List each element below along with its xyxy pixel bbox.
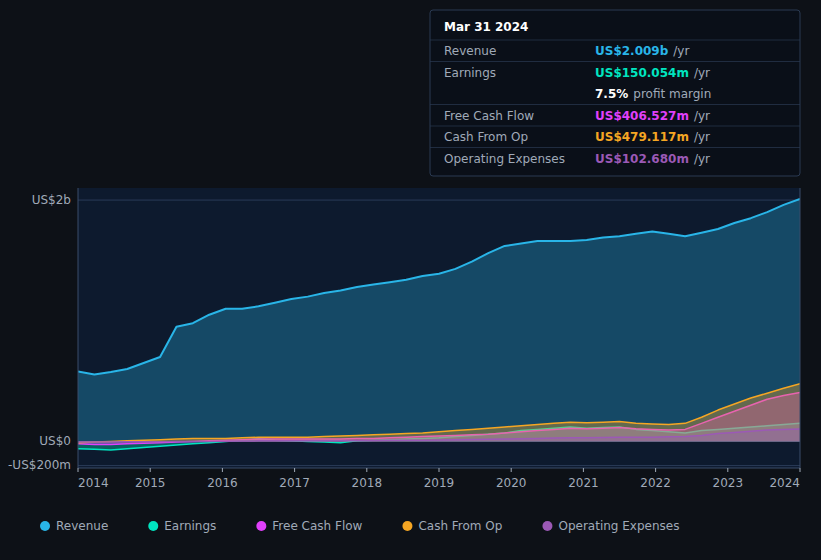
legend-marker: [256, 521, 266, 531]
x-tick: [511, 468, 512, 472]
x-tick-label: 2016: [207, 476, 238, 490]
x-tick: [583, 468, 584, 472]
x-tick-label: 2014: [78, 476, 109, 490]
grid-line: [78, 465, 800, 466]
tooltip-divider: [430, 40, 800, 41]
tooltip-value: US$150.054m: [595, 66, 689, 80]
x-tick: [366, 468, 367, 472]
plot-background: [78, 188, 800, 468]
area-line: [78, 429, 800, 442]
tooltip-label: Cash From Op: [444, 130, 528, 144]
x-tick-label: 2024: [769, 476, 800, 490]
area-line: [78, 384, 800, 443]
tooltip-suffix: /yr: [694, 130, 710, 144]
tooltip-label: Earnings: [444, 66, 496, 80]
tooltip-value: US$102.680m: [595, 152, 689, 166]
tooltip-divider: [430, 147, 800, 148]
tooltip-title: Mar 31 2024: [444, 20, 528, 34]
x-tick: [800, 468, 801, 472]
x-tick: [727, 468, 728, 472]
tooltip: Mar 31 2024 Revenue US$2.009b/yr Earnings US…: [430, 10, 800, 176]
tooltip-divider: [430, 126, 800, 127]
legend-marker: [402, 521, 412, 531]
tooltip-divider: [430, 61, 800, 62]
x-tick: [294, 468, 295, 472]
chart: -US$200m US$0 US$2b 2014 2015 2016 2017 2018 201…: [0, 0, 821, 560]
tooltip-label: Operating Expenses: [444, 152, 565, 166]
legend-label: Cash From Op: [418, 519, 502, 533]
tooltip-value: 7.5%: [595, 87, 628, 101]
legend-label: Revenue: [56, 519, 108, 533]
tooltip-value: US$479.117m: [595, 130, 689, 144]
plot-edge-line: [800, 188, 801, 468]
tooltip-label: Revenue: [444, 44, 496, 58]
tooltip-suffix: /yr: [673, 44, 689, 58]
tooltip-suffix: /yr: [694, 152, 710, 166]
x-tick: [439, 468, 440, 472]
y-tick-label: US$2b: [32, 193, 71, 207]
tooltip-suffix: /yr: [694, 66, 710, 80]
x-tick-label: 2020: [496, 476, 527, 490]
legend: Revenue Earnings Free Cash Flow Cash From O…: [40, 519, 679, 533]
x-tick: [655, 468, 656, 472]
x-tick: [222, 468, 223, 472]
legend-label: Free Cash Flow: [272, 519, 362, 533]
x-tick-label: 2015: [135, 476, 166, 490]
y-tick-label: -US$200m: [8, 458, 71, 472]
legend-marker: [40, 521, 50, 531]
tooltip-suffix: /yr: [694, 109, 710, 123]
tooltip-value: US$406.527m: [595, 109, 689, 123]
legend-label: Earnings: [164, 519, 216, 533]
area-fill: [78, 199, 800, 442]
x-tick-label: 2019: [424, 476, 455, 490]
y-tick-label: US$0: [39, 434, 71, 448]
tooltip-label: Free Cash Flow: [444, 109, 534, 123]
area-line: [78, 199, 800, 375]
legend-label: Operating Expenses: [558, 519, 679, 533]
tooltip-box: [430, 10, 800, 176]
y-axis-line: [78, 188, 79, 468]
x-tick-label: 2021: [568, 476, 599, 490]
x-tick: [78, 468, 79, 472]
data-layer: [78, 199, 800, 450]
x-tick-label: 2017: [279, 476, 310, 490]
x-tick-label: 2022: [640, 476, 671, 490]
tooltip-divider: [430, 104, 800, 105]
area-fill: [78, 384, 800, 443]
x-tick-label: 2023: [713, 476, 744, 490]
x-tick-label: 2018: [352, 476, 383, 490]
page: {"chart_data": { "type": "area", "xlim":…: [0, 0, 821, 560]
tooltip-value: US$2.009b: [595, 44, 669, 58]
tooltip-suffix: profit margin: [633, 87, 711, 101]
legend-marker: [542, 521, 552, 531]
area-fill: [78, 429, 800, 442]
legend-marker: [148, 521, 158, 531]
x-tick: [150, 468, 151, 472]
grid-line: [78, 200, 800, 201]
